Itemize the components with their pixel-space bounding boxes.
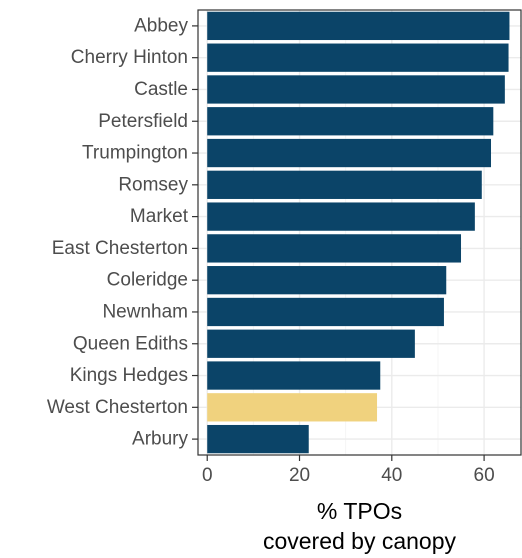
x-axis: 0 20 40 60 bbox=[202, 455, 495, 486]
y-tick-label: Petersfield bbox=[98, 111, 188, 132]
x-tick-label: 0 bbox=[202, 465, 213, 486]
y-axis: Abbey Cherry Hinton Castle Petersfield Trump… bbox=[47, 15, 198, 450]
bar-cherry-hinton bbox=[207, 43, 509, 72]
x-axis-title-line-2: covered by canopy bbox=[263, 528, 457, 554]
bars bbox=[207, 11, 510, 454]
x-tick-label: 40 bbox=[381, 465, 402, 486]
x-axis-title-line-1: % TPOs bbox=[317, 498, 402, 524]
y-tick-label: Arbury bbox=[132, 429, 188, 450]
bar-market bbox=[207, 202, 475, 231]
y-tick-label: East Chesterton bbox=[52, 238, 188, 259]
y-tick-label: Coleridge bbox=[107, 270, 188, 291]
y-tick-label: Market bbox=[130, 206, 189, 227]
y-tick-label: Newnham bbox=[102, 301, 188, 322]
bar-castle bbox=[207, 75, 505, 104]
y-tick-label: West Chesterton bbox=[47, 397, 188, 418]
y-tick-label: Castle bbox=[134, 79, 188, 100]
y-tick-label: Kings Hedges bbox=[70, 365, 188, 386]
x-tick-label: 60 bbox=[474, 465, 495, 486]
y-tick-label: Abbey bbox=[134, 15, 188, 36]
bar-newnham bbox=[207, 297, 444, 327]
bar-kings-hedges bbox=[207, 361, 381, 390]
bar-queen-ediths bbox=[207, 329, 415, 358]
bar-coleridge bbox=[207, 266, 447, 295]
bar-west-chesterton bbox=[207, 393, 378, 422]
bar-trumpington bbox=[207, 138, 492, 168]
y-tick-label: Queen Ediths bbox=[73, 333, 188, 354]
bar-arbury bbox=[207, 424, 309, 454]
y-tick-label: Cherry Hinton bbox=[71, 47, 188, 68]
x-tick-label: 20 bbox=[289, 465, 310, 486]
bar-petersfield bbox=[207, 107, 494, 136]
panel-border bbox=[197, 9, 522, 456]
y-tick-label: Romsey bbox=[118, 174, 188, 195]
bar-romsey bbox=[207, 170, 482, 199]
bar-east-chesterton bbox=[207, 234, 462, 263]
bar-abbey bbox=[207, 11, 510, 41]
y-tick-label: Trumpington bbox=[82, 143, 188, 164]
